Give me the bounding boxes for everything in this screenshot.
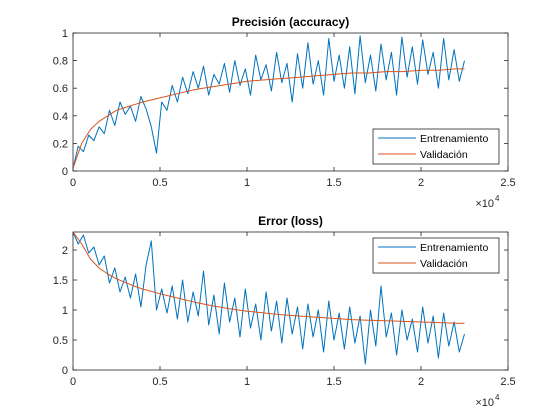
loss-y-tick-label: 1 [62, 305, 68, 317]
loss-x-tick-label: 1.5 [326, 376, 341, 388]
accuracy-y-tick-label: 0.4 [53, 111, 68, 123]
loss-legend-label-validacion: Validación [420, 258, 468, 270]
loss-x-exponent-power: 4 [495, 393, 500, 402]
accuracy-legend: Entrenamiento Validación [373, 129, 499, 164]
loss-y-tick-label: 2 [62, 245, 68, 257]
loss-legend: Entrenamiento Validación [373, 238, 499, 273]
accuracy-x-tick-label: 2 [418, 177, 424, 189]
accuracy-y-tick-label: 1 [62, 28, 68, 40]
accuracy-x-exponent: ×10 4 [475, 194, 500, 210]
accuracy-x-exponent-base: ×10 [475, 198, 494, 210]
loss-x-tick-label: 0 [70, 376, 76, 388]
loss-x-tick-label: 2.5 [500, 376, 515, 388]
loss-x-exponent-base: ×10 [475, 397, 494, 409]
loss-y-tick-label: 1.5 [53, 275, 68, 287]
loss-x-tick-label: 1 [244, 376, 250, 388]
loss-y-tick-label: 0 [62, 365, 68, 377]
accuracy-y-tick-label: 0 [62, 166, 68, 178]
loss-x-tick-label: 2 [418, 376, 424, 388]
accuracy-x-tick-label: 0 [70, 177, 76, 189]
accuracy-y-tick-label: 0.2 [53, 138, 68, 150]
accuracy-x-exponent-power: 4 [495, 194, 500, 203]
accuracy-x-tick-label: 1.5 [326, 177, 341, 189]
accuracy-y-tick-label: 0.6 [53, 83, 68, 95]
loss-legend-label-entrenamiento: Entrenamiento [420, 242, 488, 254]
loss-x-tick-label: 0.5 [152, 376, 167, 388]
loss-y-tick-label: 0.5 [53, 335, 68, 347]
loss-subplot: Error (loss) 0 0.5 1 1.5 2 2.500.511.52 ×10 4 … [53, 214, 516, 409]
accuracy-title: Precisión (accuracy) [232, 15, 349, 29]
loss-title: Error (loss) [258, 214, 323, 228]
accuracy-x-tick-label: 2.5 [500, 177, 515, 189]
loss-x-exponent: ×10 4 [475, 393, 500, 409]
accuracy-x-tick-label: 0.5 [152, 177, 167, 189]
accuracy-x-tick-label: 1 [244, 177, 250, 189]
accuracy-legend-label-validacion: Validación [420, 149, 468, 161]
accuracy-subplot: Precisión (accuracy) 0 0.5 1 1.5 2 2.5 0 0.2 0.4… [53, 15, 516, 210]
accuracy-legend-label-entrenamiento: Entrenamiento [420, 133, 488, 145]
accuracy-y-tick-label: 0.8 [53, 56, 68, 68]
